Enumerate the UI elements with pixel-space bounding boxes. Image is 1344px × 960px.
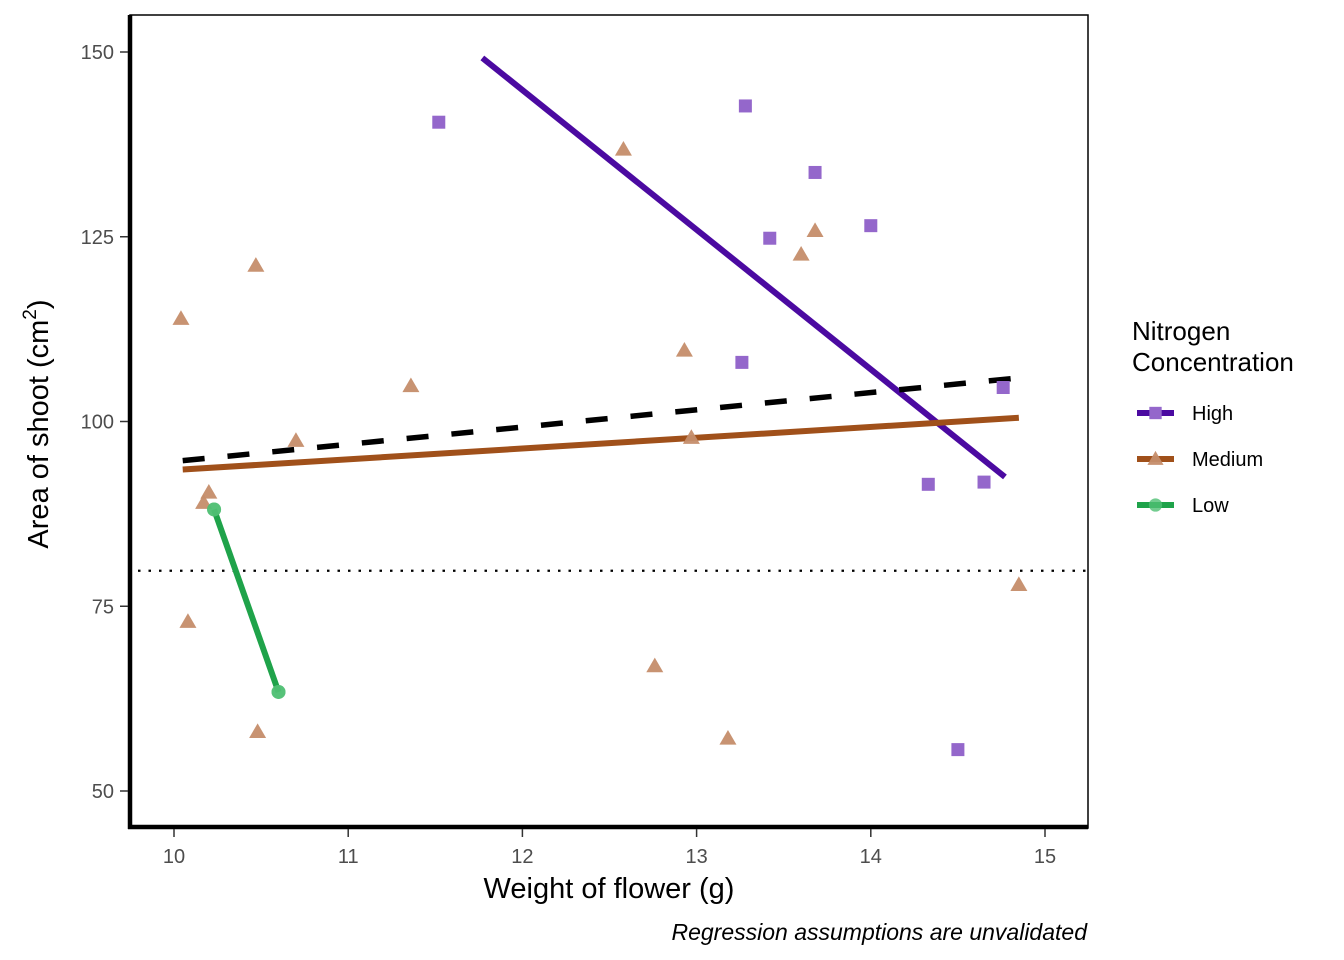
legend-title-line2: Concentration bbox=[1132, 347, 1294, 377]
data-point-low-overlay bbox=[207, 502, 222, 517]
data-point-high bbox=[763, 231, 777, 245]
y-axis-title: Area of shoot (cm2) bbox=[20, 299, 55, 548]
legend-label: High bbox=[1192, 403, 1233, 425]
y-tick-label: 100 bbox=[81, 412, 114, 434]
data-points bbox=[172, 99, 1028, 757]
legend-entry-high: High bbox=[1137, 403, 1233, 425]
data-point-medium bbox=[195, 494, 213, 509]
fit-line-low bbox=[211, 508, 282, 693]
data-point-medium bbox=[287, 432, 305, 447]
data-point-high bbox=[951, 743, 965, 757]
legend: Nitrogen Concentration High Medium Low bbox=[1132, 316, 1294, 517]
data-point-medium bbox=[682, 429, 700, 444]
x-axis-ticks: 10 11 12 13 14 15 bbox=[163, 829, 1056, 868]
legend-key-marker bbox=[1147, 450, 1164, 465]
data-point-medium bbox=[179, 613, 197, 628]
legend-label: Low bbox=[1192, 495, 1229, 517]
legend-entry-medium: Medium bbox=[1137, 449, 1263, 471]
legend-key-marker bbox=[1149, 406, 1162, 420]
data-point-high bbox=[735, 355, 749, 369]
x-tick-label: 12 bbox=[511, 846, 533, 868]
data-point-medium bbox=[806, 222, 824, 237]
data-point-high bbox=[996, 381, 1010, 395]
data-point-high bbox=[921, 477, 935, 491]
data-point-medium bbox=[614, 141, 632, 156]
data-point-low-overlay bbox=[271, 684, 286, 699]
y-tick-label: 75 bbox=[92, 596, 114, 618]
x-tick-label: 14 bbox=[860, 846, 882, 868]
data-point-medium bbox=[200, 483, 218, 499]
fit-line-high bbox=[480, 55, 1007, 480]
data-point-medium bbox=[402, 377, 420, 393]
legend-title-line1: Nitrogen bbox=[1132, 316, 1230, 346]
data-point-medium bbox=[172, 310, 190, 325]
data-point-medium bbox=[249, 723, 267, 738]
x-tick-label: 11 bbox=[338, 846, 359, 868]
data-point-medium bbox=[719, 730, 737, 745]
data-point-medium bbox=[1010, 576, 1028, 591]
data-point-medium bbox=[792, 245, 810, 261]
y-tick-label: 125 bbox=[81, 227, 114, 249]
data-point-high bbox=[738, 99, 752, 113]
legend-keys: High Medium Low bbox=[1137, 403, 1263, 517]
fit-line-medium bbox=[182, 414, 1020, 473]
x-tick-label: 15 bbox=[1034, 846, 1056, 868]
data-point-high bbox=[808, 165, 822, 179]
x-axis-title: Weight of flower (g) bbox=[484, 873, 735, 905]
x-tick-label: 10 bbox=[163, 846, 185, 868]
overall-fit-line bbox=[182, 375, 1020, 464]
y-tick-label: 150 bbox=[81, 42, 114, 64]
data-point-medium bbox=[646, 657, 664, 673]
x-tick-label: 13 bbox=[685, 846, 707, 868]
y-axis-title-superscript: 2 bbox=[20, 309, 41, 320]
caption: Regression assumptions are unvalidated bbox=[671, 919, 1088, 945]
fit-lines bbox=[182, 55, 1020, 693]
data-point-high bbox=[977, 475, 991, 489]
data-point-medium bbox=[247, 257, 265, 272]
legend-entry-low: Low bbox=[1137, 495, 1229, 517]
y-axis-title-main: Area of shoot (cm bbox=[23, 320, 55, 549]
y-axis-title-close: ) bbox=[23, 299, 55, 309]
legend-key-marker bbox=[1148, 498, 1163, 512]
plot-area bbox=[127, 14, 1089, 830]
y-axis-ticks: 50 75 100 125 150 bbox=[81, 42, 128, 803]
legend-label: Medium bbox=[1192, 449, 1263, 471]
y-tick-label: 50 bbox=[92, 781, 114, 803]
data-point-high bbox=[432, 115, 446, 129]
data-point-medium bbox=[675, 342, 693, 357]
data-point-high bbox=[864, 219, 878, 233]
